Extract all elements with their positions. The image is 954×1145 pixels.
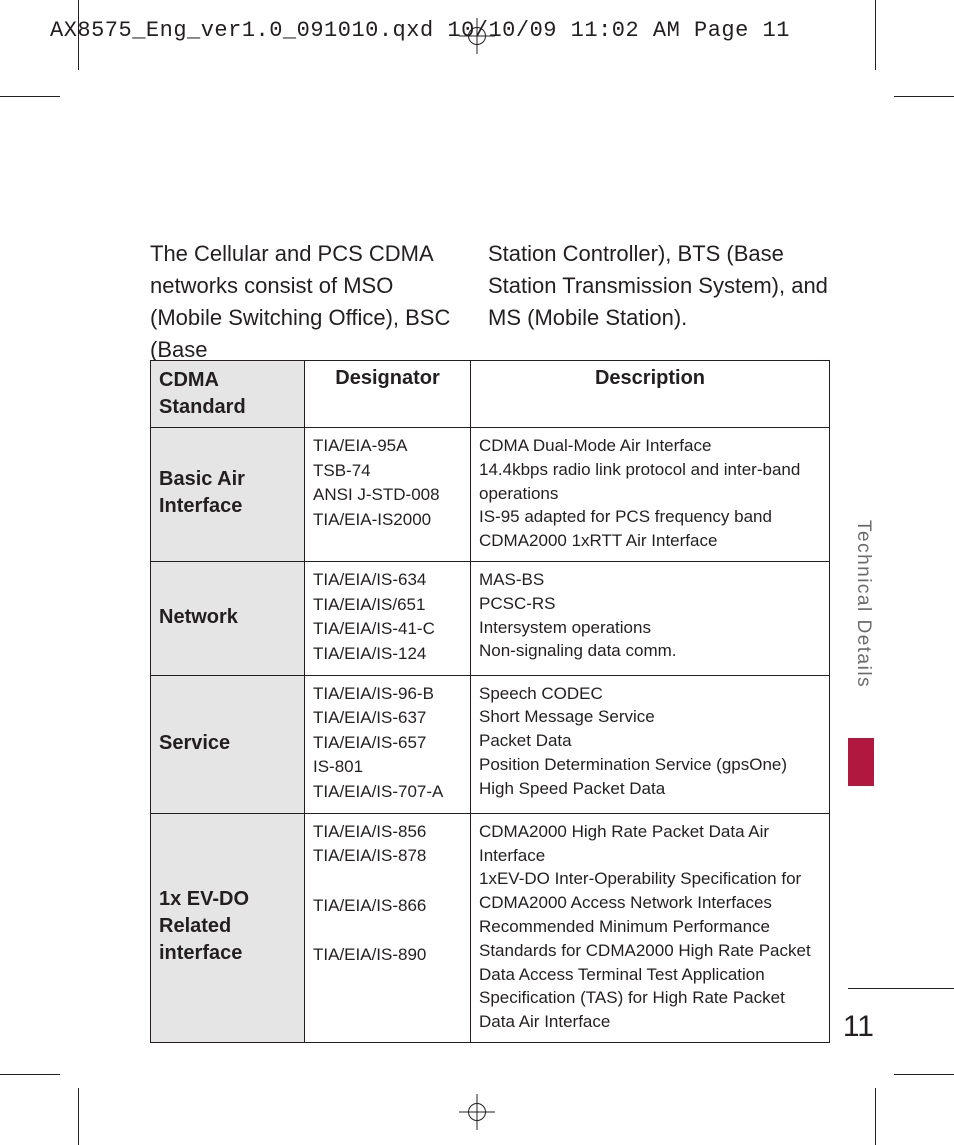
crop-mark xyxy=(78,0,79,70)
category-cell: Service xyxy=(151,675,305,813)
crop-mark xyxy=(894,1074,954,1075)
rule xyxy=(848,988,954,989)
designator-cell: TIA/EIA/IS-856TIA/EIA/IS-878 TIA/EIA/IS-… xyxy=(305,813,471,1042)
section-tab-bar xyxy=(848,738,874,786)
table-header-row: CDMA Standard Designator Description xyxy=(151,361,830,428)
body-text-right: Station Controller), BTS (Base Station T… xyxy=(488,238,828,334)
crop-mark xyxy=(875,1088,876,1145)
page-number: 11 xyxy=(843,1010,874,1044)
col-header: CDMA Standard xyxy=(151,361,305,428)
table-row: NetworkTIA/EIA/IS-634TIA/EIA/IS/651TIA/E… xyxy=(151,561,830,675)
description-cell: CDMA2000 High Rate Packet Data Air Inter… xyxy=(471,813,830,1042)
col-header: Description xyxy=(471,361,830,428)
crop-mark xyxy=(78,1088,79,1145)
category-cell: 1x EV-DORelatedinterface xyxy=(151,813,305,1042)
crop-mark xyxy=(894,96,954,97)
col-header: Designator xyxy=(305,361,471,428)
description-cell: MAS-BSPCSC-RSIntersystem operationsNon-s… xyxy=(471,561,830,675)
description-cell: Speech CODECShort Message ServicePacket … xyxy=(471,675,830,813)
designator-cell: TIA/EIA/IS-96-BTIA/EIA/IS-637TIA/EIA/IS-… xyxy=(305,675,471,813)
cdma-standards-table: CDMA Standard Designator Description Bas… xyxy=(150,360,830,1043)
table-row: ServiceTIA/EIA/IS-96-BTIA/EIA/IS-637TIA/… xyxy=(151,675,830,813)
registration-mark-icon xyxy=(459,18,495,54)
category-cell: Basic AirInterface xyxy=(151,428,305,562)
registration-mark-icon xyxy=(459,1094,495,1130)
header-slug: AX8575_Eng_ver1.0_091010.qxd 10/10/09 11… xyxy=(50,18,790,43)
crop-mark xyxy=(0,1074,60,1075)
table-row: Basic AirInterfaceTIA/EIA-95ATSB-74ANSI … xyxy=(151,428,830,562)
category-cell: Network xyxy=(151,561,305,675)
body-text-left: The Cellular and PCS CDMA networks consi… xyxy=(150,238,470,366)
crop-mark xyxy=(0,96,60,97)
description-cell: CDMA Dual-Mode Air Interface14.4kbps rad… xyxy=(471,428,830,562)
designator-cell: TIA/EIA-95ATSB-74ANSI J-STD-008TIA/EIA-I… xyxy=(305,428,471,562)
table-row: 1x EV-DORelatedinterfaceTIA/EIA/IS-856TI… xyxy=(151,813,830,1042)
page: AX8575_Eng_ver1.0_091010.qxd 10/10/09 11… xyxy=(0,0,954,1145)
section-tab-label: Technical Details xyxy=(848,520,874,730)
designator-cell: TIA/EIA/IS-634TIA/EIA/IS/651TIA/EIA/IS-4… xyxy=(305,561,471,675)
crop-mark xyxy=(875,0,876,70)
